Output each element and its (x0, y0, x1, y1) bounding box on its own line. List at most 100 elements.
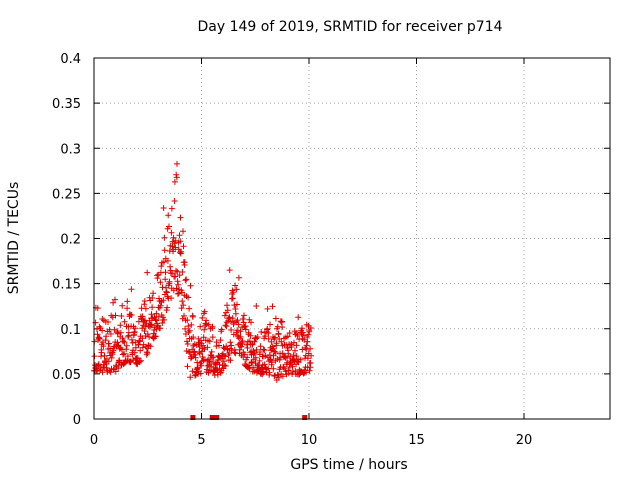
data-point (264, 305, 271, 312)
data-point (264, 325, 271, 332)
data-point (197, 370, 204, 377)
gap-marker (214, 415, 220, 420)
data-point (137, 347, 144, 354)
data-point (252, 354, 259, 361)
data-point (227, 357, 234, 364)
data-point (303, 342, 310, 349)
data-point (128, 336, 135, 343)
data-point (157, 302, 164, 309)
data-point (289, 363, 296, 370)
data-point (124, 305, 131, 312)
data-point (184, 317, 191, 324)
data-point (286, 330, 293, 336)
data-point (121, 350, 128, 357)
data-point (139, 344, 146, 351)
data-point (121, 339, 128, 346)
data-point (180, 302, 187, 309)
data-point (222, 363, 229, 369)
data-point (293, 342, 300, 349)
data-point (301, 336, 308, 343)
data-point (161, 234, 168, 241)
data-point (144, 331, 151, 338)
data-point (94, 305, 101, 312)
data-point (275, 374, 282, 381)
data-point (176, 232, 183, 239)
data-point (271, 373, 278, 379)
data-point (147, 343, 154, 350)
data-point (128, 312, 135, 318)
data-point (172, 273, 179, 280)
data-point (200, 334, 207, 341)
data-point (273, 340, 280, 347)
data-point (164, 304, 171, 311)
data-point (271, 334, 278, 341)
data-point (182, 325, 189, 332)
data-point (239, 338, 246, 344)
data-point (124, 353, 131, 360)
data-point (234, 327, 241, 334)
data-point (160, 297, 167, 304)
data-point (261, 361, 268, 368)
x-tick-label: 15 (408, 433, 425, 448)
data-point (181, 259, 188, 266)
data-point (154, 275, 161, 282)
data-point (162, 276, 169, 283)
data-point (226, 267, 233, 274)
data-point (209, 354, 215, 361)
data-point (191, 348, 198, 355)
x-tick-label: 20 (516, 433, 533, 448)
y-tick-label: 0 (73, 413, 81, 428)
data-point (233, 286, 240, 293)
data-point (183, 276, 190, 283)
data-point (265, 330, 272, 336)
data-point (231, 302, 238, 309)
data-point (208, 348, 215, 355)
data-point (294, 332, 301, 339)
data-point (228, 327, 235, 333)
y-tick-label: 0.05 (52, 368, 81, 383)
data-point (94, 331, 101, 338)
data-point (207, 358, 214, 365)
data-point (284, 333, 291, 340)
data-point (209, 323, 216, 330)
x-tick-label: 10 (301, 433, 318, 448)
data-point (271, 336, 278, 342)
data-point (107, 345, 114, 352)
data-point (131, 349, 138, 356)
data-point (223, 343, 230, 350)
data-point (107, 331, 114, 337)
data-point (124, 298, 131, 305)
data-point (204, 344, 211, 351)
data-point (277, 354, 284, 361)
data-point (197, 323, 204, 330)
data-point (187, 282, 194, 289)
data-point (246, 338, 253, 345)
grid-lines (94, 58, 610, 419)
data-point (112, 312, 119, 319)
data-point (180, 228, 186, 235)
data-point (200, 342, 207, 349)
data-point (285, 370, 292, 377)
data-point (257, 349, 264, 355)
data-point (186, 327, 193, 334)
data-point (112, 368, 119, 375)
y-tick-label: 0.2 (60, 233, 81, 248)
data-point (107, 369, 114, 376)
data-point (222, 353, 229, 360)
data-point (185, 294, 192, 301)
gap-marker (190, 415, 196, 420)
data-point (100, 343, 107, 350)
data-point (173, 267, 179, 274)
data-point (279, 373, 286, 380)
data-point (196, 344, 203, 350)
data-point (105, 319, 111, 325)
data-point (234, 317, 241, 324)
data-point (253, 346, 260, 353)
data-points (91, 160, 315, 383)
data-point (224, 307, 231, 314)
data-point (220, 344, 227, 351)
data-point (245, 329, 252, 336)
data-point (270, 345, 277, 352)
data-point (251, 338, 258, 345)
data-point (282, 368, 289, 375)
